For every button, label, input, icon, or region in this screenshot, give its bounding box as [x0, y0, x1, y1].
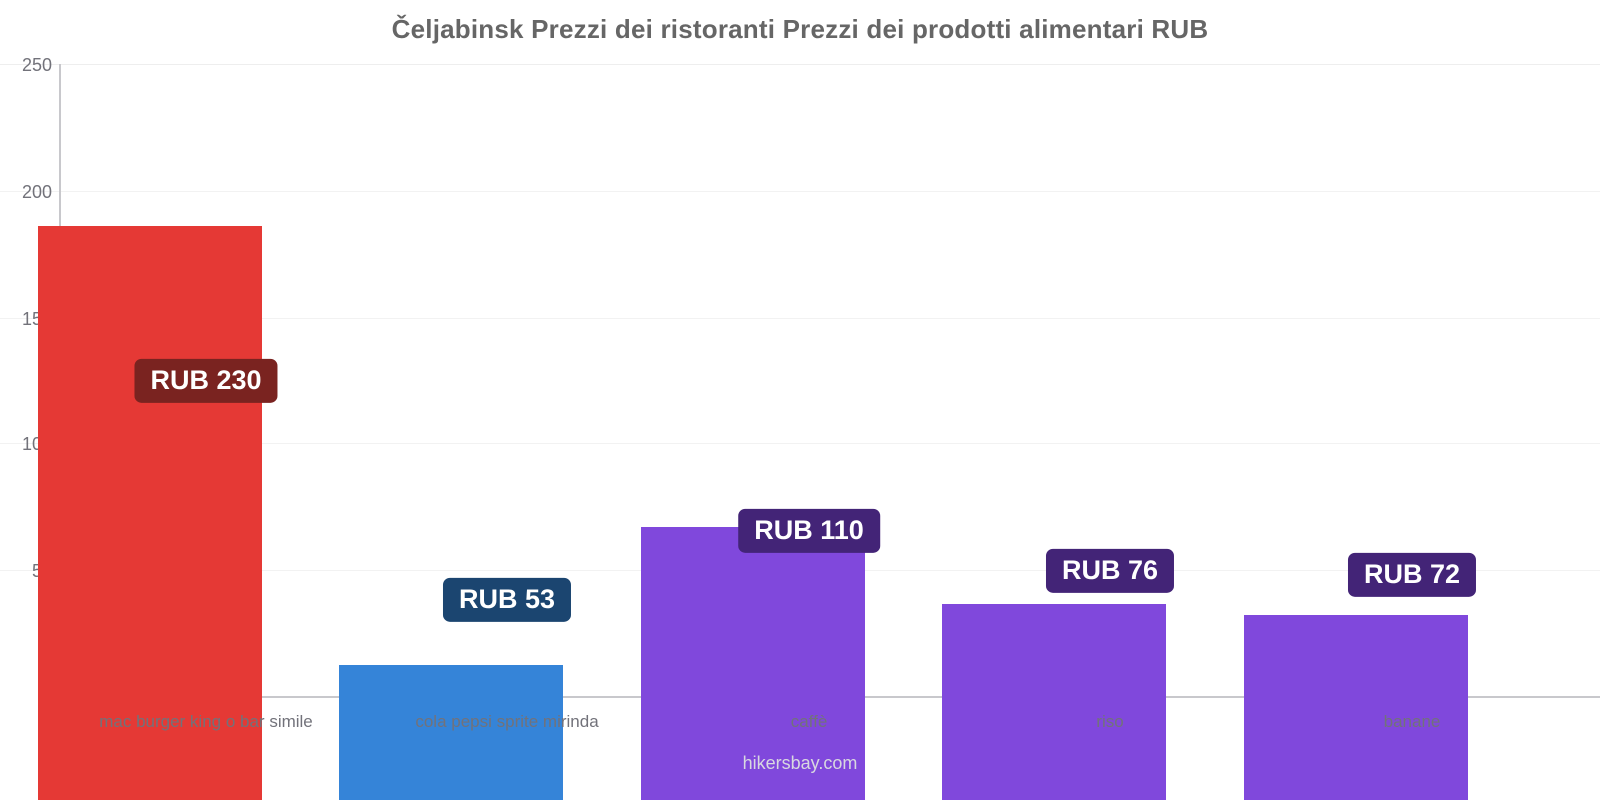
value-label-riso: RUB 76 — [1045, 548, 1175, 594]
gridline-150 — [0, 318, 1600, 319]
x-label-mac-burger-king-o-bar-simile: mac burger king o bar simile — [99, 712, 313, 731]
x-label-caffe: caffè — [790, 712, 828, 731]
bar-caffe[interactable] — [641, 527, 865, 800]
gridline-100 — [0, 443, 1600, 444]
bar-riso[interactable] — [942, 604, 1166, 800]
value-label-cola-pepsi-sprite-mirinda: RUB 53 — [442, 577, 572, 623]
watermark-text: hikersbay.com — [742, 753, 858, 773]
bar-banane[interactable] — [1244, 615, 1468, 800]
value-label-mac-burger-king-o-bar-simile: RUB 230 — [134, 358, 278, 404]
y-tick-200: 200 — [21, 182, 52, 202]
gridline-250 — [0, 64, 1600, 65]
x-label-riso: riso — [1096, 712, 1124, 731]
x-label-banane: banane — [1383, 712, 1441, 731]
chart-title: Čeljabinsk Prezzi dei ristoranti Prezzi … — [391, 14, 1209, 44]
gridline-200 — [0, 191, 1600, 192]
x-label-cola-pepsi-sprite-mirinda: cola pepsi sprite mirinda — [415, 712, 599, 731]
y-tick-250: 250 — [21, 55, 52, 75]
value-label-banane: RUB 72 — [1347, 552, 1477, 598]
bar-mac-burger-king-o-bar-simile[interactable] — [38, 226, 262, 800]
value-label-caffe: RUB 110 — [738, 508, 880, 554]
bar-cola-pepsi-sprite-mirinda[interactable] — [339, 665, 563, 800]
